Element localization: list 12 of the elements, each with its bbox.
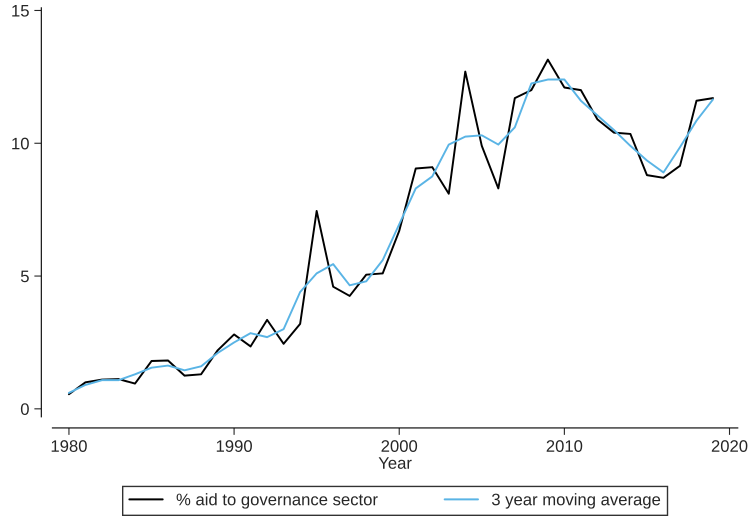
x-tick-label: 1980 (52, 440, 87, 452)
x-tick-label: 2010 (546, 440, 582, 452)
y-tick-label: 5 (20, 270, 29, 282)
x-tick-label: 2000 (382, 440, 418, 452)
y-tick-label: 0 (20, 403, 29, 416)
y-tick-label: 15 (12, 5, 29, 17)
x-axis-title: Year (378, 457, 412, 469)
legend-label: 3 year moving average (492, 493, 660, 509)
y-tick-label: 10 (12, 138, 29, 150)
legend-label: % aid to governance sector (176, 493, 378, 509)
x-tick-label: 2020 (712, 440, 748, 452)
x-tick-label: 1990 (216, 440, 252, 452)
